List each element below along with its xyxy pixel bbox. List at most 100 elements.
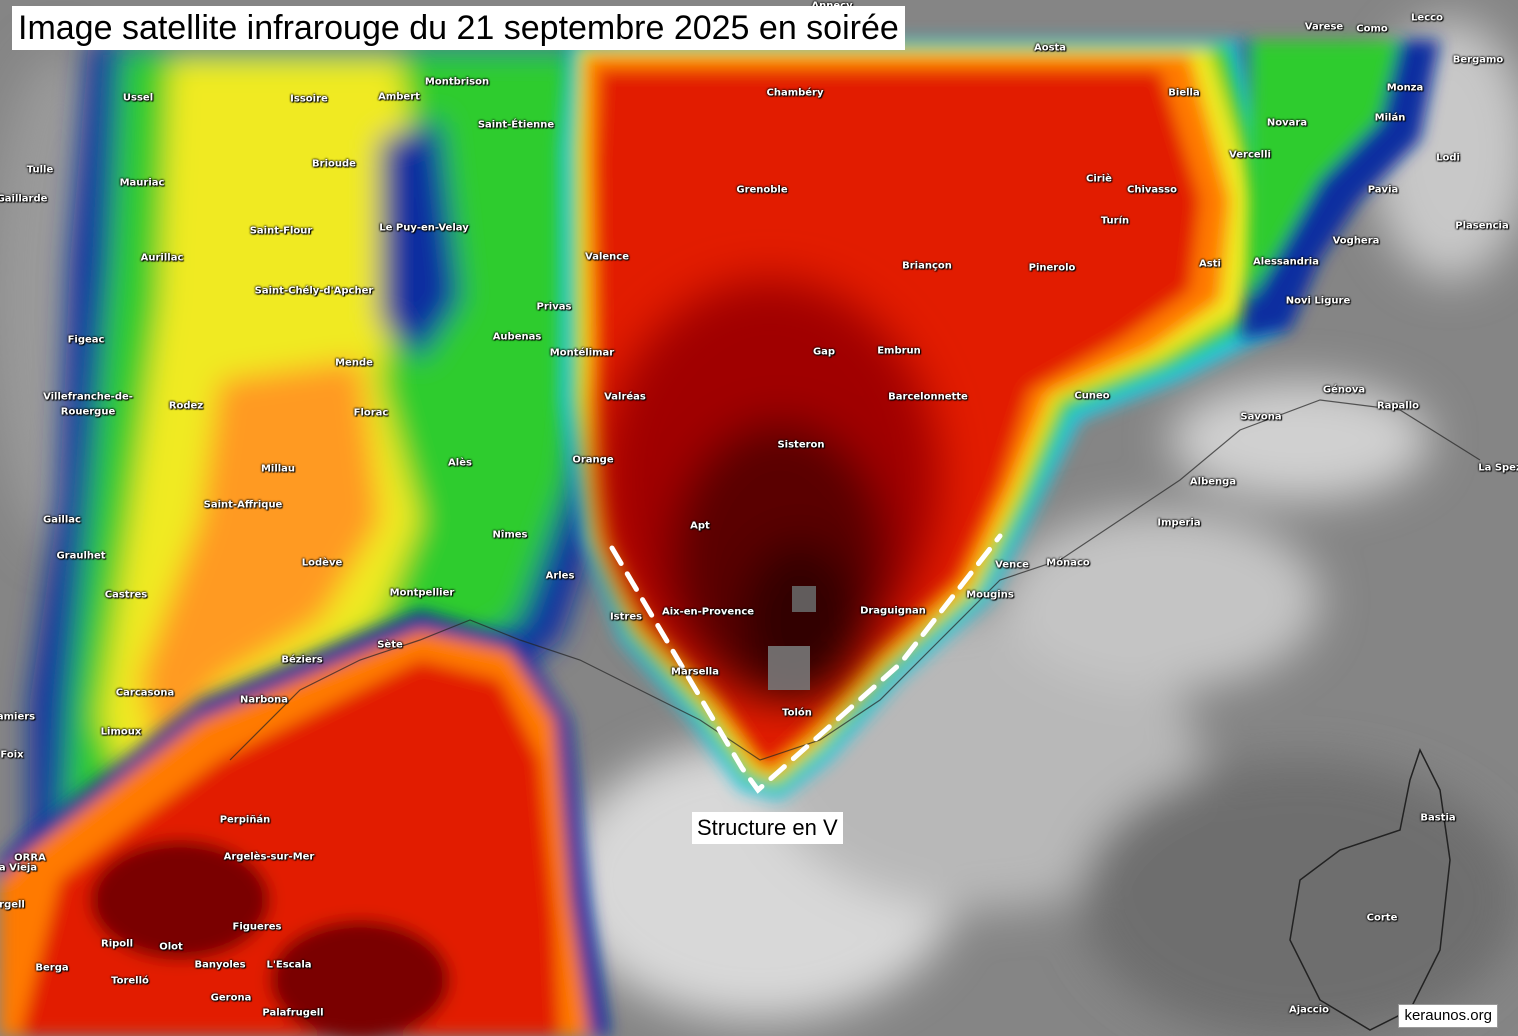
city-label: Bastia	[1420, 812, 1456, 824]
city-label: Como	[1356, 23, 1388, 35]
city-label: Béziers	[281, 654, 323, 666]
city-label: Pavia	[1367, 184, 1399, 196]
city-label: Cuneo	[1074, 390, 1110, 402]
city-label: Ajaccio	[1288, 1004, 1330, 1016]
city-label: Perpiñán	[219, 814, 271, 826]
city-label: Bergamo	[1452, 54, 1504, 66]
city-label: Vercelli	[1229, 149, 1271, 161]
city-label: Gap	[812, 346, 836, 358]
city-label: Saint-Étienne	[477, 119, 555, 131]
city-label: Varese	[1304, 21, 1344, 33]
city-label: Valréas	[604, 391, 646, 403]
city-label: amiers	[0, 711, 36, 723]
city-label: rgell	[0, 899, 25, 911]
northeast-cloud-band	[1240, 40, 1440, 340]
v-structure-annotation: Structure en V	[692, 812, 843, 844]
city-label: Berga	[35, 962, 69, 974]
city-label: Mende	[335, 357, 373, 369]
city-label: Génova	[1322, 384, 1366, 396]
city-label: Apt	[690, 520, 710, 532]
city-label: Vence	[995, 559, 1029, 571]
city-label: Millau	[260, 463, 296, 475]
city-label: Ambert	[378, 91, 420, 103]
city-label: Novara	[1266, 117, 1308, 129]
city-label: Olot	[159, 941, 183, 953]
city-label: Carcasona	[115, 687, 175, 699]
city-label: Montélimar	[549, 347, 615, 359]
city-label: Banyoles	[194, 959, 246, 971]
city-label: Lodève	[301, 557, 343, 569]
city-label: Biella	[1168, 87, 1200, 99]
city-label: Mougins	[966, 589, 1014, 601]
v-structure-dashed-line	[609, 533, 1003, 794]
city-label: Rodez	[168, 400, 204, 412]
coastline	[229, 399, 1481, 761]
city-label: Gaillarde	[0, 193, 48, 205]
city-label: Istres	[609, 611, 643, 623]
city-label: a Vieja	[0, 862, 38, 874]
city-label: Mauriac	[119, 177, 165, 189]
city-label: Monza	[1386, 82, 1424, 94]
city-label: Graulhet	[56, 550, 106, 562]
city-label: Alès	[448, 457, 472, 469]
city-label: Castres	[104, 589, 148, 601]
city-label: Aosta	[1033, 42, 1067, 54]
city-label: Valence	[585, 251, 629, 263]
city-label: Plasencia	[1455, 220, 1509, 232]
city-label: Sisteron	[777, 439, 825, 451]
city-label: Lecco	[1411, 12, 1443, 24]
city-label: Chambéry	[766, 87, 824, 99]
city-label: Palafrugell	[262, 1007, 324, 1019]
city-label: Barcelonnette	[888, 391, 968, 403]
city-label: Brioude	[312, 158, 356, 170]
city-label: Torelló	[111, 975, 149, 987]
city-label: Montbrison	[424, 76, 490, 88]
city-label: Ussel	[122, 92, 154, 104]
city-label: Chivasso	[1127, 184, 1177, 196]
city-label: Grenoble	[736, 184, 788, 196]
city-label: Tulle	[26, 164, 54, 176]
city-label: Foix	[0, 749, 24, 761]
city-label: Albenga	[1189, 476, 1237, 488]
city-label: Ripoll	[100, 938, 134, 950]
city-label: Voghera	[1332, 235, 1380, 247]
city-label: Arles	[545, 570, 575, 582]
city-label: Mónaco	[1046, 557, 1090, 569]
city-label: Tolón	[782, 707, 812, 719]
corsica-outline	[1289, 748, 1451, 1031]
city-label: Lodi	[1436, 152, 1460, 164]
city-label: Figeac	[67, 334, 105, 346]
city-label: Draguignan	[860, 605, 926, 617]
city-label: Privas	[536, 301, 572, 313]
city-label: Florac	[353, 407, 389, 419]
city-label: Gaillac	[43, 514, 81, 526]
city-label: Turín	[1100, 215, 1130, 227]
city-label: Asti	[1199, 258, 1221, 270]
city-label: Briançon	[902, 260, 952, 272]
city-label: Milán	[1374, 112, 1406, 124]
city-label: Montpellier	[389, 587, 455, 599]
city-label: Limoux	[100, 726, 142, 738]
credit-label: keraunos.org	[1398, 1004, 1498, 1028]
city-label: Aix-en-Provence	[661, 606, 755, 618]
city-label: Savona	[1240, 411, 1282, 423]
city-label: Imperia	[1157, 517, 1201, 529]
city-label: Embrun	[877, 345, 921, 357]
city-label: Sète	[377, 639, 403, 651]
city-label: Novi Ligure	[1285, 295, 1351, 307]
city-label: Marsella	[671, 666, 719, 678]
city-label: Ciriè	[1086, 173, 1112, 185]
city-label: Gerona	[210, 992, 252, 1004]
city-label: La Spez	[1478, 462, 1518, 474]
city-label: Rouergue	[60, 406, 116, 418]
city-label: Alessandria	[1253, 256, 1319, 268]
city-label: Aurillac	[140, 252, 184, 264]
city-label: Le Puy-en-Velay	[379, 222, 469, 234]
city-label: Argelès-sur-Mer	[223, 851, 315, 863]
city-label: Saint-Chély-d'Apcher	[254, 285, 374, 297]
city-label: Pinerolo	[1028, 262, 1076, 274]
city-label: Figueres	[232, 921, 282, 933]
city-label: Narbona	[240, 694, 288, 706]
v-shaped-convective-system	[560, 40, 1290, 800]
